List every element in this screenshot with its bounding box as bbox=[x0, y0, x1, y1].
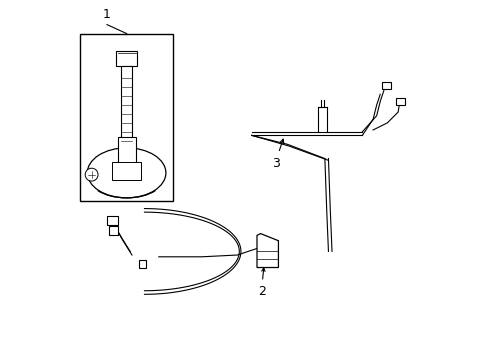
Text: 1: 1 bbox=[103, 8, 111, 21]
Bar bbox=[112, 162, 141, 180]
Bar bbox=[395, 98, 405, 105]
Text: 3: 3 bbox=[271, 157, 279, 170]
Bar bbox=[139, 260, 146, 267]
Polygon shape bbox=[257, 234, 278, 267]
Ellipse shape bbox=[87, 148, 165, 198]
Bar bbox=[121, 66, 132, 144]
Circle shape bbox=[85, 168, 98, 181]
Bar bbox=[108, 226, 118, 235]
Bar bbox=[80, 33, 173, 202]
Text: 2: 2 bbox=[257, 285, 265, 298]
Bar bbox=[118, 137, 135, 173]
Bar bbox=[107, 216, 118, 225]
Bar bbox=[116, 51, 137, 66]
Bar bbox=[381, 82, 390, 89]
